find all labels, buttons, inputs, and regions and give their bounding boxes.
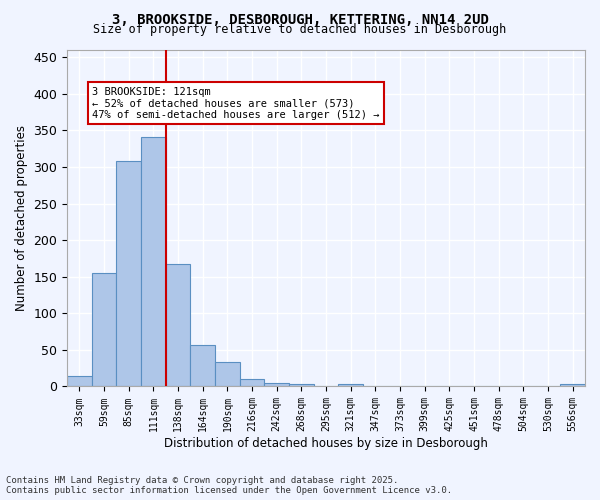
Bar: [67, 376, 92, 386]
Bar: [92, 273, 116, 386]
Text: 3, BROOKSIDE, DESBOROUGH, KETTERING, NN14 2UD: 3, BROOKSIDE, DESBOROUGH, KETTERING, NN1…: [112, 12, 488, 26]
Text: Size of property relative to detached houses in Desborough: Size of property relative to detached ho…: [94, 24, 506, 36]
Bar: [141, 137, 166, 386]
Text: 3 BROOKSIDE: 121sqm
← 52% of detached houses are smaller (573)
47% of semi-detac: 3 BROOKSIDE: 121sqm ← 52% of detached ho…: [92, 86, 380, 120]
Bar: [166, 264, 190, 386]
Text: Contains HM Land Registry data © Crown copyright and database right 2025.
Contai: Contains HM Land Registry data © Crown c…: [6, 476, 452, 495]
Bar: [215, 362, 240, 386]
Bar: [116, 161, 141, 386]
Y-axis label: Number of detached properties: Number of detached properties: [15, 125, 28, 311]
Bar: [338, 384, 363, 386]
Bar: [240, 379, 265, 386]
Bar: [289, 384, 314, 386]
Bar: [560, 384, 585, 386]
Bar: [265, 383, 289, 386]
Bar: [190, 345, 215, 387]
X-axis label: Distribution of detached houses by size in Desborough: Distribution of detached houses by size …: [164, 437, 488, 450]
